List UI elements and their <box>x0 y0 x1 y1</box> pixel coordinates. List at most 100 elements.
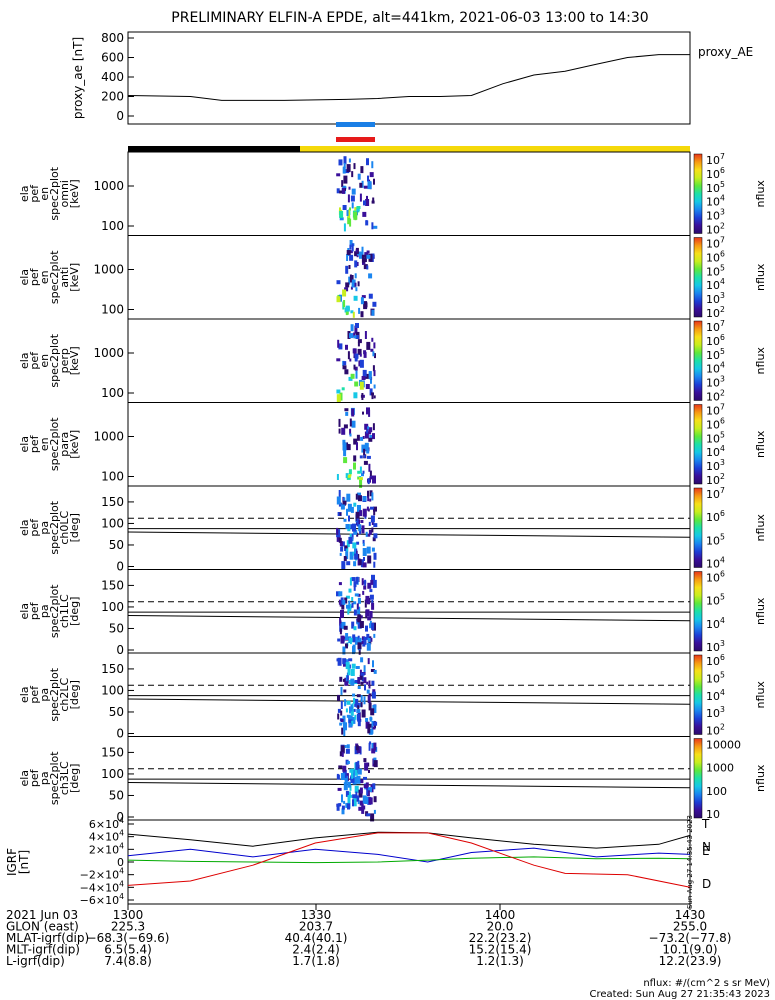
spectrogram-pixel <box>341 794 343 803</box>
spectrogram-pixel <box>364 331 367 339</box>
spectrogram-pixel <box>366 407 370 415</box>
spectrogram-pixel <box>351 279 356 288</box>
spectrogram-pixel <box>355 511 360 519</box>
spec-anti-ylabel: en <box>38 270 51 284</box>
pa-ch3-ylabel: spec2plot <box>48 751 61 805</box>
pa-ch3-ylabel: [deg] <box>68 764 81 793</box>
science-zone-bar-red <box>336 137 375 142</box>
pa-ch2-ylabel: ch2LC <box>58 678 71 712</box>
spectrogram-pixel <box>370 377 372 384</box>
spectrogram-pixel <box>337 657 342 666</box>
spec-omni-colorbar <box>693 153 703 234</box>
pa-ch3-ylabel: ela <box>18 770 31 787</box>
spec-para-ylabel: ela <box>18 436 31 453</box>
spec-omni-cbar-tick: 103 <box>706 208 725 223</box>
created-note: Created: Sun Aug 27 21:35:43 2023 <box>590 989 770 1000</box>
spectrogram-pixel <box>362 211 367 217</box>
spectrogram-pixel <box>336 804 340 811</box>
spec-omni-ytick-label: 100 <box>101 219 124 233</box>
spectrogram-pixel <box>343 424 348 429</box>
spectrogram-pixel <box>363 784 367 788</box>
spectrogram-pixel <box>366 506 369 511</box>
spectrogram-pixel <box>360 695 363 703</box>
spectrogram-pixel <box>364 684 366 691</box>
spec-para-ytick-label: 1000 <box>93 430 124 444</box>
spectrogram-pixel <box>371 744 375 748</box>
spectrogram-pixel <box>365 531 368 537</box>
spec-para-cbar-label: nflux <box>754 430 767 458</box>
spectrogram-pixel <box>371 222 374 230</box>
pa-ch0-frame <box>127 485 691 570</box>
spectrogram-pixel <box>336 280 341 285</box>
spectrogram-pixel <box>374 353 376 359</box>
spectrogram-pixel <box>355 370 358 379</box>
figure-title: PRELIMINARY ELFIN-A EPDE, alt=441km, 202… <box>171 10 648 26</box>
spectrogram-pixel <box>337 708 341 713</box>
pa-ch0-ylabel: pef <box>28 518 41 537</box>
spec-anti-cbar-tick: 103 <box>706 291 725 306</box>
spectrogram-pixel <box>347 795 351 803</box>
spectrogram-pixel <box>365 199 370 206</box>
spectrogram-pixel <box>336 591 340 597</box>
spectrogram-pixel <box>372 365 375 372</box>
spectrogram-pixel <box>337 713 340 720</box>
spectrogram-pixel <box>343 163 346 168</box>
spectrogram-pixel <box>348 536 353 544</box>
spectrogram-pixel <box>366 633 370 640</box>
spectrogram-pixel <box>368 702 372 711</box>
spectrogram-pixel <box>342 289 347 297</box>
spec-anti-pixels <box>336 240 377 318</box>
pa-ch1-lc-slope <box>127 615 691 622</box>
spectrogram-pixel <box>371 547 375 552</box>
orbit-row-value: 7.4(8.8) <box>104 954 152 968</box>
spectrogram-pixel <box>336 389 341 394</box>
spectrogram-pixel <box>373 796 377 803</box>
spectrogram-pixel <box>365 609 370 617</box>
spectrogram-pixel <box>361 641 366 644</box>
spectrogram-pixel <box>358 524 362 532</box>
spectrogram-pixel <box>353 529 358 535</box>
spectrogram-pixel <box>345 344 348 350</box>
spectrogram-pixel <box>361 806 365 814</box>
spectrogram-pixel <box>367 695 371 703</box>
spectrogram-pixel <box>347 668 351 676</box>
igrf-line-T <box>127 831 691 849</box>
spectrogram-pixel <box>344 546 349 551</box>
pa-ch2-ytick-label: 0 <box>116 727 124 741</box>
spectrogram-pixel <box>367 616 372 621</box>
igrf-ytick-label: −2×104 <box>80 867 124 882</box>
spectrogram-pixel <box>351 188 356 195</box>
spectrogram-pixel <box>362 590 365 595</box>
spec-perp-cbar-label: nflux <box>754 347 767 375</box>
spec-omni-ylabel: [keV] <box>68 179 81 208</box>
spectrogram-pixel <box>350 678 355 686</box>
spectrogram-pixel <box>348 637 353 642</box>
spectrogram-pixel <box>373 395 376 399</box>
pa-ch0-ytick-label: 50 <box>109 538 124 552</box>
igrf-line-E <box>127 856 691 864</box>
pa-ch0-cbar-tick: 105 <box>706 532 725 547</box>
spectrogram-pixel <box>369 611 373 618</box>
spectrogram-pixel <box>342 365 347 370</box>
spectrogram-pixel <box>353 392 358 399</box>
pa-ch1-cbar-tick: 105 <box>706 593 725 608</box>
spectrogram-pixel <box>373 178 375 185</box>
spectrogram-pixel <box>373 509 376 516</box>
spectrogram-pixel <box>359 455 363 459</box>
spectrogram-pixel <box>339 190 343 194</box>
spectrogram-pixel <box>352 636 356 643</box>
orbit-row-value: 1300 <box>113 908 144 922</box>
spectrogram-pixel <box>351 171 354 178</box>
pa-ch3-ylabel: pef <box>28 768 41 787</box>
spectrogram-pixel <box>346 250 351 255</box>
spec-anti-cbar-label: nflux <box>754 263 767 291</box>
pa-ch3-cbar-tick: 1000 <box>706 762 734 775</box>
spectrogram-pixel <box>357 348 362 355</box>
spectrogram-pixel <box>351 770 355 779</box>
spec-para-cbar-tick: 102 <box>706 472 725 487</box>
spectrogram-pixel <box>349 240 353 247</box>
spectrogram-pixel <box>366 681 369 685</box>
spectrogram-pixel <box>339 628 342 635</box>
spectrogram-pixel <box>369 620 372 627</box>
spectrogram-pixel <box>356 442 358 451</box>
